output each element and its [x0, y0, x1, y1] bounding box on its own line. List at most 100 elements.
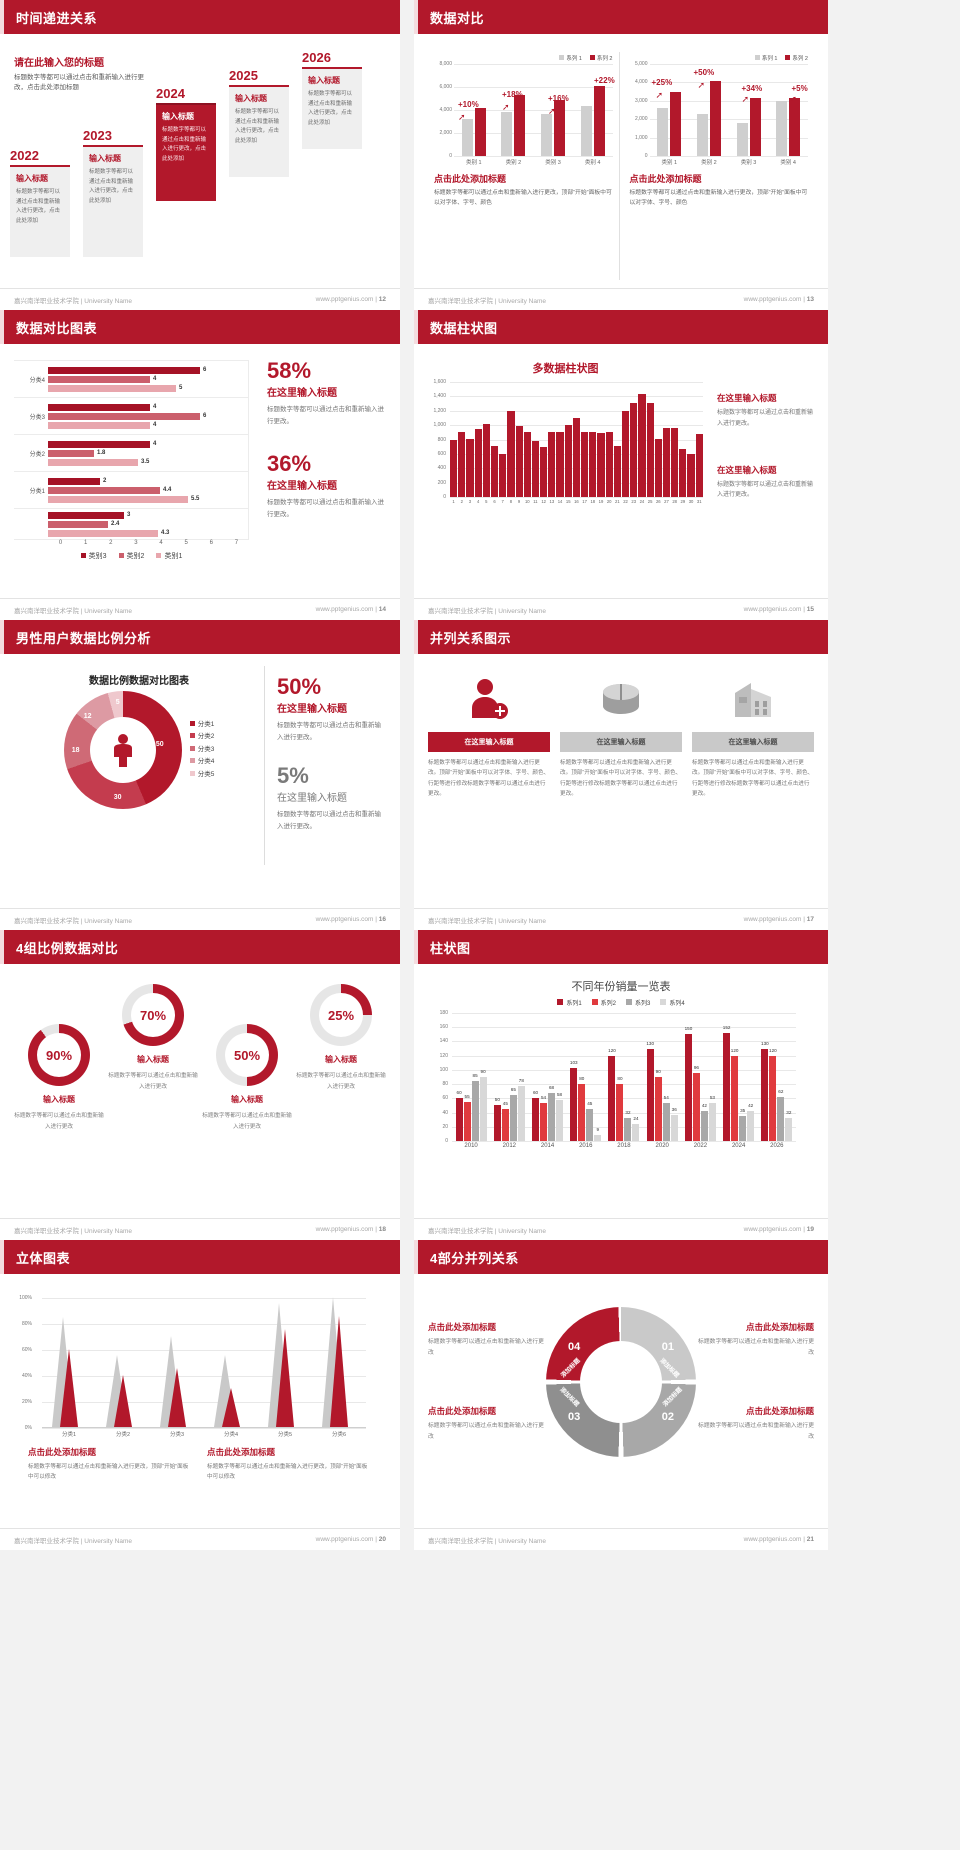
legend-item: 系列4 [660, 998, 685, 1007]
slide-title: 4部分并列关系 [430, 1250, 519, 1266]
stat-block: 58% 在这里输入标题 标题数字等都可以通过点击和重新输入进行更改。 [267, 358, 384, 425]
progress-ring: 50% [216, 1024, 278, 1086]
footer-site: www.pptgenius.com [315, 1536, 374, 1543]
annotation: +10% [458, 100, 479, 109]
slide-20-header: 立体图表 [0, 1240, 400, 1274]
slide-21[interactable]: 4部分并列关系 点击此处添加标题 标题数字等都可以通过点击和重新输入进行更改 点… [414, 1240, 828, 1550]
annotation: +34% [741, 84, 763, 93]
slide-footer: 嘉兴南洋职业技术学院 | University Name www.pptgeni… [0, 908, 400, 930]
slide-footer: 嘉兴南洋职业技术学院 | University Name www.pptgeni… [414, 598, 828, 620]
progress-ring: 70% [122, 984, 184, 1046]
timeline-card[interactable]: 输入标题 标题数字等都可以通过点击和重新输入进行更改，点击此处添加 [10, 165, 70, 257]
timeline-card[interactable]: 输入标题 标题数字等都可以通过点击和重新输入进行更改，点击此处添加 [83, 145, 143, 257]
timeline-card-title: 输入标题 [308, 76, 340, 85]
footer-page: 16 [378, 916, 386, 923]
slide-title: 数据对比 [430, 10, 485, 26]
footer-school: 嘉兴南洋职业技术学院 | University Name [14, 607, 132, 615]
column-text: 标题数字等都可以通过点击和重新输入进行更改。顶部“开始”面板中可以对字体、字号、… [692, 760, 814, 798]
timeline-item[interactable]: 2026 输入标题 标题数字等都可以通过点击和重新输入进行更改，点击此处添加 [302, 50, 362, 202]
timeline-card-active[interactable]: 输入标题 标题数字等都可以通过点击和重新输入进行更改，点击此处添加 [156, 103, 216, 201]
slide-14[interactable]: 数据对比图表 分类4 6 4 5 分类3 [0, 310, 400, 620]
side-block: 在这里输入标题 标题数字等都可以通过点击和重新输入进行更改。 [717, 393, 814, 427]
ring-column[interactable]: 25% 输入标题 标题数字等都可以通过点击和重新输入进行更改 [296, 984, 386, 1132]
legend-item: 系列 1 [754, 54, 777, 62]
slide-21-header: 4部分并列关系 [414, 1240, 828, 1274]
cone-group [266, 1298, 304, 1427]
slide-12[interactable]: 时间递进关系 请在此输入您的标题 标题数字等都可以通过点击和重新输入进行更改，点… [0, 0, 400, 310]
ring-diagram: 01 添加标题 02 添加标题 03 添加标题 04 添加标题 [546, 1307, 696, 1457]
footer-school: 嘉兴南洋职业技术学院 | University Name [428, 917, 546, 925]
timeline-item[interactable]: 2022 输入标题 标题数字等都可以通过点击和重新输入进行更改，点击此处添加 [10, 148, 70, 260]
slide-grid: 时间递进关系 请在此输入您的标题 标题数字等都可以通过点击和重新输入进行更改，点… [0, 0, 828, 1550]
slide-20[interactable]: 立体图表 100% 80% 60% 40% 20% 0% [0, 1240, 400, 1550]
footer-school: 嘉兴南洋职业技术学院 | University Name [428, 297, 546, 305]
slide-16-body: 数据比例数据对比图表 50 30 18 12 5 分类1 分类2 [0, 654, 400, 906]
ring-column[interactable]: 50% 输入标题 标题数字等都可以通过点击和重新输入进行更改 [202, 1024, 292, 1132]
slice-value: 18 [71, 747, 80, 754]
slide-footer: 嘉兴南洋职业技术学院 | University Name www.pptgeni… [414, 908, 828, 930]
timeline-item[interactable]: 2025 输入标题 标题数字等都可以通过点击和重新输入进行更改，点击此处添加 [229, 68, 289, 220]
footer-school: 嘉兴南洋职业技术学院 | University Name [14, 1227, 132, 1235]
footer-page: 19 [806, 1226, 814, 1233]
parallel-column[interactable]: 在这里输入标题 标题数字等都可以通过点击和重新输入进行更改。顶部“开始”面板中可… [560, 674, 682, 799]
legend-item: 系列3 [626, 998, 650, 1007]
chart-row: 分类2 4 1.8 3.5 [14, 435, 248, 472]
segment-number: 02 [661, 1411, 674, 1423]
legend-item: 分类4 [189, 756, 214, 768]
plot-area: 180 160 140 120 100 80 60 40 20 0 60 55 … [440, 1010, 796, 1144]
ring-value: 90% [45, 1047, 73, 1063]
slide-16[interactable]: 男性用户数据比例分析 数据比例数据对比图表 50 30 18 12 5 [0, 620, 400, 930]
stats-panel: 58% 在这里输入标题 标题数字等都可以通过点击和重新输入进行更改。 36% 在… [259, 360, 386, 550]
timeline-card[interactable]: 输入标题 标题数字等都可以通过点击和重新输入进行更改，点击此处添加 [302, 67, 362, 149]
ring-column[interactable]: 90% 输入标题 标题数字等都可以通过点击和重新输入进行更改 [14, 1024, 104, 1132]
timeline-year: 2022 [10, 148, 39, 163]
column-button[interactable]: 在这里输入标题 [692, 732, 814, 752]
cone-group [158, 1298, 196, 1427]
chart-right: 系列 1 系列 2 5,000 4,000 3,000 2,000 1,000 … [618, 52, 815, 280]
slice-value: 5 [115, 699, 120, 706]
legend-item: 分类3 [189, 744, 214, 756]
timeline-card-text: 标题数字等都可以通过点击和重新输入进行更改，点击此处添加 [89, 169, 134, 204]
timeline-item[interactable]: 2024 输入标题 标题数字等都可以通过点击和重新输入进行更改，点击此处添加 [156, 86, 216, 238]
footer-page: 13 [806, 296, 814, 303]
timeline-year: 2024 [156, 86, 185, 101]
column-button[interactable]: 在这里输入标题 [560, 732, 682, 752]
annotation: +22% [594, 76, 615, 85]
slide-13[interactable]: 数据对比 系列 1 系列 2 8,000 6,000 4,000 2,000 0 [414, 0, 828, 310]
timeline-card-text: 标题数字等都可以通过点击和重新输入进行更改，点击此处添加 [235, 109, 280, 144]
footer-page: 21 [806, 1536, 814, 1543]
slide-footer: 嘉兴南洋职业技术学院 | University Name www.pptgeni… [0, 288, 400, 310]
slide-footer: 嘉兴南洋职业技术学院 | University Name www.pptgeni… [414, 288, 828, 310]
stat-block: 50% 在这里输入标题 标题数字等都可以通过点击和重新输入进行更改。 [277, 674, 381, 741]
parallel-column[interactable]: 在这里输入标题 标题数字等都可以通过点击和重新输入进行更改。顶部“开始”面板中可… [428, 674, 550, 799]
timeline-card[interactable]: 输入标题 标题数字等都可以通过点击和重新输入进行更改，点击此处添加 [229, 85, 289, 177]
slide-18[interactable]: 4组比例数据对比 90% 输入标题 标题数字等都可以通过点击和重新输入进行更改 … [0, 930, 400, 1240]
legend-item: 分类1 [189, 719, 214, 731]
slide-footer: 嘉兴南洋职业技术学院 | University Name www.pptgeni… [414, 1528, 828, 1550]
parallel-column[interactable]: 在这里输入标题 标题数字等都可以通过点击和重新输入进行更改。顶部“开始”面板中可… [692, 674, 814, 799]
timeline-year: 2023 [83, 128, 112, 143]
slide-title: 时间递进关系 [16, 10, 98, 26]
text-block: 点击此处添加标题 标题数字等都可以通过点击和重新输入进行更改 [428, 1406, 544, 1440]
slice-value: 30 [113, 794, 122, 801]
cone-chart: 100% 80% 60% 40% 20% 0% [19, 1295, 366, 1431]
column-button[interactable]: 在这里输入标题 [428, 732, 550, 752]
slide-12-header: 时间递进关系 [0, 0, 400, 34]
chart-legend: 分类1 分类2 分类3 分类4 分类5 [189, 719, 214, 781]
chart-legend: 系列1 系列2 系列3 系列4 [428, 998, 814, 1007]
slide-15[interactable]: 数据柱状图 多数据柱状图 1,600 1,400 1,200 1,000 800… [414, 310, 828, 620]
timeline-item[interactable]: 2023 输入标题 标题数字等都可以通过点击和重新输入进行更改，点击此处添加 [83, 128, 143, 260]
segment-label: 添加标题 [560, 1357, 582, 1380]
slide-17[interactable]: 并列关系图示 在这里输入标题 标题数字等都可以通过点击和重新输入进行更改。顶部“… [414, 620, 828, 930]
legend-item: 分类2 [189, 731, 214, 743]
footer-site: www.pptgenius.com [743, 606, 802, 613]
slide-19[interactable]: 柱状图 不同年份销量一览表 系列1 系列2 系列3 系列4 180 160 14… [414, 930, 828, 1240]
right-text-column: 点击此处添加标题 标题数字等都可以通过点击和重新输入进行更改 点击此处添加标题 … [696, 1305, 814, 1459]
slide-footer: 嘉兴南洋职业技术学院 | University Name www.pptgeni… [414, 1218, 828, 1240]
cone-group [104, 1298, 142, 1427]
ring-column[interactable]: 70% 输入标题 标题数字等都可以通过点击和重新输入进行更改 [108, 984, 198, 1132]
footer-page: 17 [806, 916, 814, 923]
x-labels: 类别 1 类别 2 类别 3 类别 4 [466, 160, 601, 166]
bars [454, 64, 613, 156]
